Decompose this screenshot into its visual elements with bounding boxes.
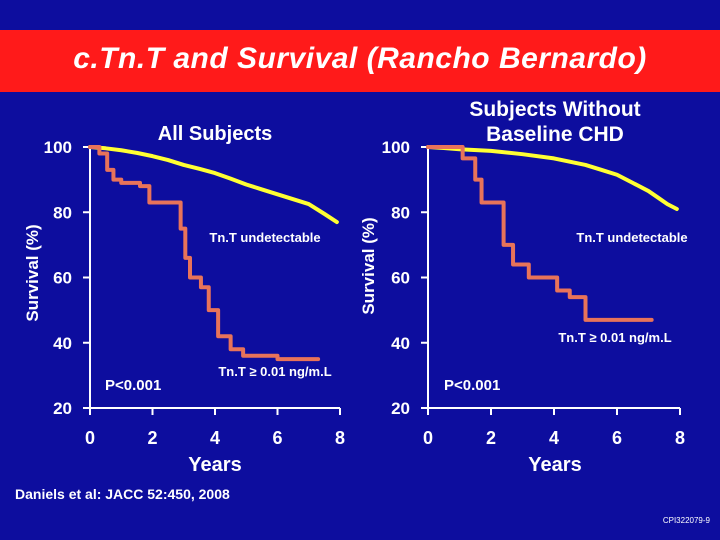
all-subjects-y-axis-label: Survival (%) — [23, 224, 42, 321]
no-chd-y-tick-label: 40 — [391, 334, 410, 353]
all-subjects-x-tick-label: 4 — [210, 428, 220, 448]
all-subjects-x-tick-label: 2 — [147, 428, 157, 448]
no-chd-x-tick-label: 2 — [486, 428, 496, 448]
no-chd-series-undetectable — [426, 145, 679, 211]
all-subjects-x-tick-label: 8 — [335, 428, 345, 448]
no-chd-x-tick-label: 4 — [549, 428, 559, 448]
all-subjects-label-elevated: Tn.T ≥ 0.01 ng/m.L — [218, 364, 331, 379]
no-chd-y-tick-label: 20 — [391, 399, 410, 418]
all-subjects-series-undetectable — [88, 145, 339, 225]
slide-title: c.Tn.T and Survival (Rancho Bernardo) — [73, 42, 647, 75]
no-chd-x-tick-label: 8 — [675, 428, 685, 448]
no-chd-label-elevated: Tn.T ≥ 0.01 ng/m.L — [558, 330, 671, 345]
chart-without-baseline-chd: 100 80 60 40 20 0 2 4 6 8 Survival (%) Years Subject… — [359, 98, 688, 476]
no-chd-x-tick-label: 6 — [612, 428, 622, 448]
no-chd-series-elevated — [426, 145, 654, 322]
all-subjects-title: All Subjects — [158, 123, 272, 145]
all-subjects-p-value: P<0.001 — [105, 377, 161, 394]
all-subjects-x-tick-label: 0 — [85, 428, 95, 448]
no-chd-y-tick-label: 80 — [391, 203, 410, 222]
all-subjects-x-tick-label: 6 — [272, 428, 282, 448]
chart-all-subjects: 100 80 60 40 20 0 2 4 6 8 Survival (%) Years All Sub… — [23, 123, 345, 476]
all-subjects-y-tick-label: 100 — [44, 138, 72, 157]
no-chd-y-tick-label: 60 — [391, 269, 410, 288]
no-chd-title-line: Subjects Without — [469, 98, 640, 121]
no-chd-x-axis-label: Years — [528, 454, 581, 476]
title-bar — [0, 30, 720, 92]
all-subjects-label-undetectable: Tn.T undetectable — [209, 230, 320, 245]
no-chd-y-axis-label: Survival (%) — [359, 217, 378, 314]
citation: Daniels et al: JACC 52:450, 2008 — [15, 486, 230, 502]
no-chd-label-undetectable: Tn.T undetectable — [576, 230, 687, 245]
all-subjects-series-elevated — [88, 145, 321, 362]
all-subjects-x-axis-label: Years — [188, 454, 241, 476]
no-chd-p-value: P<0.001 — [444, 377, 500, 394]
slide-code: CPI322079-9 — [662, 516, 710, 525]
all-subjects-y-tick-label: 20 — [53, 399, 72, 418]
no-chd-y-tick-label: 100 — [382, 138, 410, 157]
no-chd-x-tick-label: 0 — [423, 428, 433, 448]
all-subjects-y-tick-label: 40 — [53, 334, 72, 353]
no-chd-title-line: Baseline CHD — [486, 123, 624, 146]
all-subjects-y-tick-label: 80 — [53, 203, 72, 222]
all-subjects-y-tick-label: 60 — [53, 269, 72, 288]
no-chd-title: Subjects Without Baseline CHD — [469, 98, 640, 146]
